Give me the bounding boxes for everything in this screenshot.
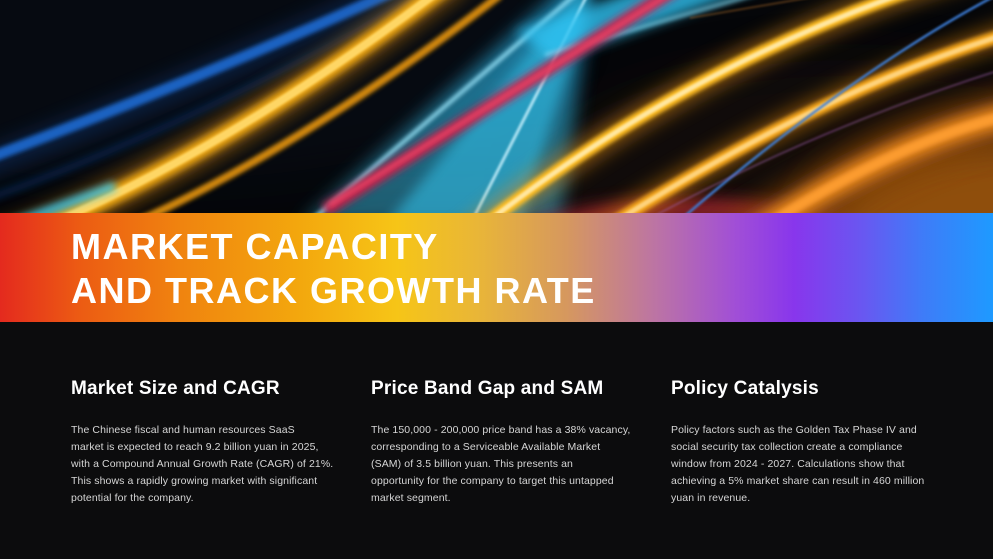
column-body: Policy factors such as the Golden Tax Ph… [671, 424, 925, 504]
content-section: Market Size and CAGR The Chinese fiscal … [0, 322, 993, 559]
column-body: The 150,000 - 200,000 price band has a 3… [371, 424, 631, 504]
page-title: MARKET CAPACITY AND TRACK GROWTH RATE [71, 226, 596, 311]
column-body: The Chinese fiscal and human resources S… [71, 424, 334, 504]
column-market-size: Market Size and CAGR The Chinese fiscal … [71, 377, 334, 559]
column-price-band: Price Band Gap and SAM The 150,000 - 200… [371, 377, 631, 559]
hero-image [0, 0, 993, 213]
column-policy-catalysis: Policy Catalysis Policy factors such as … [671, 377, 929, 559]
title-banner: MARKET CAPACITY AND TRACK GROWTH RATE [0, 213, 993, 322]
column-heading: Market Size and CAGR [71, 378, 280, 399]
abstract-light-streaks-art [0, 0, 993, 213]
column-heading: Policy Catalysis [671, 378, 819, 399]
column-heading: Price Band Gap and SAM [371, 378, 604, 399]
